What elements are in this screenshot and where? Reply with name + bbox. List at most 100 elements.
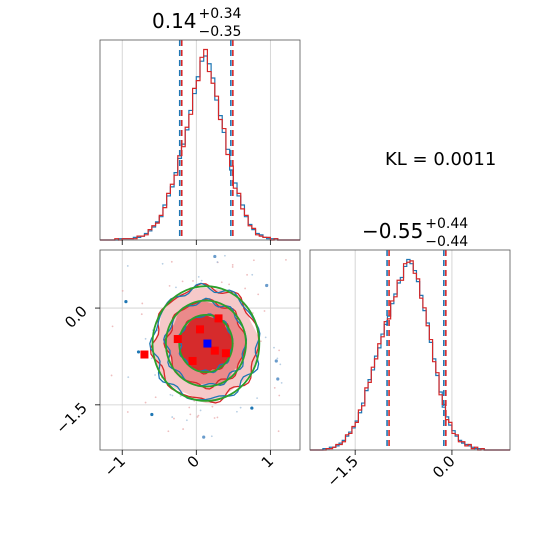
sample-point — [278, 349, 281, 352]
sample-point — [244, 287, 247, 290]
sample-point — [169, 393, 172, 396]
param1-title: 0.14 — [152, 9, 197, 33]
param2-title-lower: −0.44 — [425, 234, 468, 250]
joint-frame — [99, 249, 301, 451]
param2-x-tick-label: 0.0 — [429, 452, 459, 482]
param2-title-value: −0.55 — [362, 219, 423, 243]
param2-hist-series-a — [310, 258, 510, 451]
sample-point — [273, 386, 276, 389]
sample-point — [277, 430, 280, 433]
truth-marker-b — [196, 325, 204, 334]
joint-x-tick-label: −1 — [101, 452, 129, 480]
outlier-point — [265, 283, 269, 288]
sample-point — [213, 417, 216, 419]
sample-point — [111, 325, 114, 328]
param1-title-value: 0.14 — [152, 9, 197, 33]
outlier-point — [124, 300, 128, 304]
param2-frame — [309, 249, 511, 451]
truth-marker-b — [188, 356, 197, 365]
sample-point — [126, 265, 129, 267]
sample-point — [251, 273, 254, 276]
joint-x-tick-label: 0 — [184, 452, 203, 471]
truth-marker-b — [210, 346, 219, 355]
truth-marker-b — [221, 349, 230, 358]
sample-point — [144, 401, 147, 404]
outlier-point — [250, 406, 254, 410]
sample-point — [273, 346, 275, 349]
sample-point — [196, 416, 199, 418]
sample-point — [231, 266, 234, 268]
sample-point — [216, 416, 219, 419]
param1-title-lower: −0.35 — [199, 24, 242, 40]
sample-point — [140, 313, 143, 316]
kl-statistic: KL = 0.0011 — [385, 149, 496, 170]
sample-point — [188, 406, 191, 409]
sample-point — [279, 363, 282, 366]
sample-point — [175, 286, 177, 289]
sample-point — [150, 357, 153, 360]
contour-reference-1 — [164, 299, 247, 388]
joint-y-tick-label: −1.5 — [52, 399, 90, 437]
outlier-point — [136, 350, 141, 354]
truth-marker-b — [214, 314, 223, 323]
sample-point — [285, 258, 287, 261]
contour-reference-2 — [151, 285, 261, 402]
sample-point — [210, 435, 213, 438]
param2-x-tick-label: −1.5 — [323, 452, 361, 490]
sample-point — [197, 275, 200, 278]
param1-title-upper: +0.34 — [199, 6, 242, 22]
outlier-point — [274, 359, 278, 363]
sample-point — [236, 410, 238, 413]
contour-series-b-1 — [163, 298, 247, 390]
sample-point — [181, 280, 184, 283]
sample-point — [192, 280, 194, 282]
sample-point — [211, 405, 214, 408]
sample-point — [199, 409, 202, 412]
param2-grid — [354, 250, 453, 450]
sample-point — [231, 264, 234, 266]
sample-point — [220, 281, 223, 284]
joint-x-tick-label: 1 — [258, 452, 277, 471]
contour-series-a-2 — [149, 282, 261, 401]
sample-point — [144, 337, 147, 340]
sample-point — [280, 381, 283, 384]
sample-point — [154, 396, 157, 399]
sample-point — [256, 397, 259, 400]
param1-grid — [121, 40, 271, 240]
sample-point — [257, 293, 260, 296]
sample-point — [110, 374, 113, 377]
outlier-point — [213, 254, 217, 259]
sample-point — [121, 289, 124, 292]
sample-point — [167, 430, 170, 433]
sample-point — [228, 283, 231, 286]
truth-marker-b — [140, 350, 149, 359]
sample-point — [168, 284, 171, 287]
sample-point — [246, 273, 248, 276]
sample-point — [173, 417, 175, 420]
sample-point — [154, 374, 156, 376]
sample-point — [171, 394, 174, 397]
sample-point — [197, 414, 200, 417]
outlier-point — [202, 435, 206, 439]
sample-point — [170, 260, 173, 263]
outlier-point — [276, 377, 280, 381]
sample-point — [224, 254, 226, 257]
sample-point — [200, 279, 203, 282]
param2-title: −0.55 — [362, 219, 423, 243]
sample-point — [263, 310, 266, 312]
param2-title-upper: +0.44 — [425, 216, 468, 232]
sample-point — [182, 428, 185, 430]
sample-point — [239, 406, 242, 409]
sample-point — [259, 340, 262, 343]
param1-frame — [99, 39, 301, 241]
sample-point — [278, 394, 281, 397]
contour-reference-0 — [178, 313, 234, 374]
param1-hist-series-b — [100, 48, 300, 241]
sample-point — [189, 413, 192, 416]
sample-point — [127, 376, 130, 379]
sample-point — [141, 302, 144, 305]
param2-hist-series-b — [310, 260, 510, 451]
sample-point — [216, 261, 219, 263]
sample-point — [252, 259, 255, 262]
